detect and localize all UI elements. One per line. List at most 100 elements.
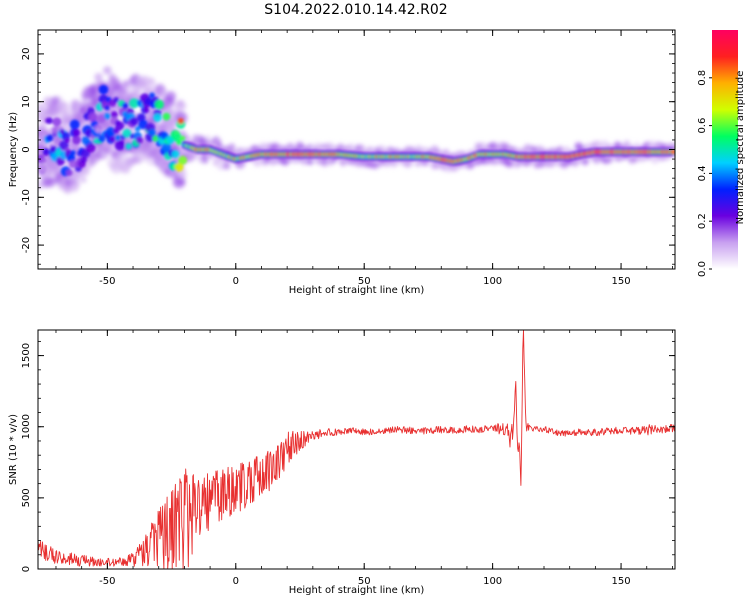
heatmap-cell (129, 98, 140, 109)
heatmap-cell (48, 106, 61, 119)
heatmap-cell (38, 145, 45, 153)
heatmap-cell (135, 136, 143, 144)
heatmap-cell (174, 162, 184, 172)
heatmap-cell (357, 144, 366, 153)
heatmap-cell (49, 145, 57, 153)
x-tick-label: 0 (233, 576, 239, 587)
heatmap-cell (119, 86, 128, 95)
heatmap-cell (129, 117, 139, 126)
heatmap-core (38, 84, 675, 177)
heatmap-cell (148, 128, 156, 137)
figure-title: S104.2022.010.14.42.R02 (264, 2, 447, 18)
heatmap-cell (295, 141, 304, 150)
heatmap-cell (163, 101, 170, 108)
heatmap-cell (42, 147, 50, 155)
heatmap-cell (176, 139, 182, 146)
heatmap-cell (239, 163, 244, 168)
heatmap-cell (153, 113, 162, 122)
x-tick-label: 100 (483, 576, 502, 587)
y-tick-label: 10 (21, 95, 32, 108)
heatmap-cell (121, 102, 129, 109)
heatmap-cell (372, 161, 379, 167)
heatmap-cell (581, 157, 589, 166)
heatmap-cell (115, 135, 121, 141)
heatmap-cell (104, 105, 110, 111)
heatmap-cell (216, 161, 226, 171)
y-tick-label: 0 (21, 146, 32, 152)
colorbar-label: Normalized spectral amplitude (735, 71, 746, 225)
heatmap-cell (66, 169, 73, 177)
y-tick-label: 1500 (21, 343, 32, 368)
colorbar: 0.0 0.2 0.4 0.6 0.8 Normalized spectral ampli… (697, 30, 746, 277)
y-tick-label: 0 (21, 566, 32, 572)
heatmap-cell (80, 107, 87, 114)
heatmap-halo (38, 66, 675, 194)
heatmap-cell (165, 91, 177, 102)
spectrogram-panel: -50 0 50 100 150 -20 -10 0 10 20 Height of straigh… (8, 29, 676, 296)
heatmap-cell (415, 144, 422, 152)
heatmap-cell (224, 161, 229, 167)
heatmap-cell (670, 150, 675, 154)
heatmap-cell (171, 150, 180, 159)
heatmap-cell (134, 126, 141, 132)
colorbar-tick-label: 0.8 (697, 70, 708, 86)
y-tick-label: -20 (21, 237, 32, 253)
heatmap-cell (138, 119, 148, 130)
x-tick-label: 50 (358, 276, 371, 287)
colorbar-tick-label: 0.4 (697, 165, 708, 181)
heatmap-cell (216, 141, 222, 147)
heatmap-cell (177, 99, 184, 106)
heatmap-cell (45, 134, 54, 142)
heatmap-cell (125, 143, 132, 150)
heatmap-cell (421, 147, 427, 152)
heatmap-cell (126, 107, 135, 116)
heatmap-cell (137, 113, 146, 122)
heatmap-cell (144, 107, 150, 113)
colorbar-tick-label: 0.2 (697, 213, 708, 229)
heatmap-cell (52, 117, 62, 127)
heatmap-cell (86, 143, 96, 153)
heatmap-cell (148, 79, 157, 88)
heatmap-cell (72, 129, 81, 137)
heatmap-cell (183, 134, 191, 142)
x-axis-label: Height of straight line (km) (289, 285, 425, 296)
heatmap-cell (422, 161, 428, 167)
x-tick-label: 150 (612, 576, 631, 587)
heatmap-cell (58, 101, 71, 114)
heatmap-cell (606, 157, 613, 164)
heatmap-cell (113, 97, 119, 103)
heatmap-cell (530, 146, 537, 152)
heatmap-cell (177, 169, 188, 180)
heatmap-cell (115, 152, 129, 166)
heatmap-cell (132, 153, 143, 164)
heatmap-cell (367, 146, 374, 152)
plot-frame (37, 329, 676, 570)
colorbar-gradient (712, 30, 738, 269)
heatmap-cell (110, 111, 118, 119)
heatmap-cell (178, 155, 188, 165)
x-tick-label: -50 (99, 276, 115, 287)
heatmap-cell (109, 136, 116, 142)
heatmap-cell (625, 142, 631, 147)
heatmap-cell (563, 145, 570, 152)
heatmap-cell (97, 115, 106, 123)
heatmap-cell (46, 177, 56, 188)
x-axis-label: Height of straight line (km) (289, 585, 425, 596)
heatmap-cell (46, 117, 53, 125)
heatmap-cell (72, 135, 81, 145)
heatmap-cell (634, 142, 640, 147)
heatmap-cell (152, 135, 159, 142)
y-tick-label: -10 (21, 189, 32, 205)
heatmap-cell (98, 84, 109, 95)
heatmap-cell (65, 137, 71, 143)
heatmap-cell (51, 96, 60, 106)
heatmap-cell (307, 143, 313, 149)
heatmap-cell (347, 143, 355, 150)
x-tick-label: 50 (358, 576, 371, 587)
y-tick-label: 500 (21, 488, 32, 507)
heatmap-cell (69, 119, 80, 130)
heatmap-cell (118, 140, 125, 146)
heatmap-cell (94, 73, 103, 82)
heatmap-cell (158, 88, 165, 95)
